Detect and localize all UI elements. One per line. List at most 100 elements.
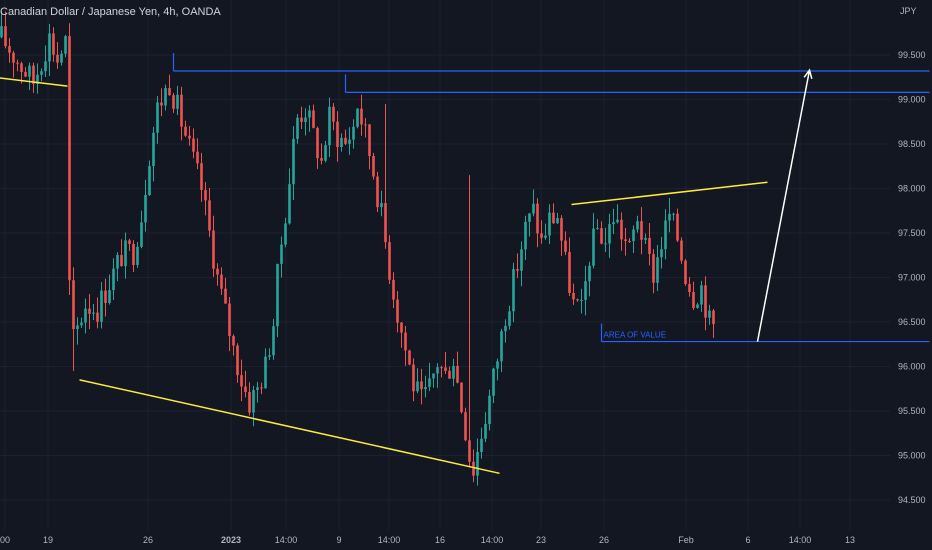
candle-body (400, 322, 403, 333)
candle-body (648, 237, 651, 254)
candle-body (256, 387, 259, 391)
candle-body (636, 221, 639, 230)
candle-body (220, 274, 223, 289)
candle-body (20, 63, 23, 72)
candle-body (492, 368, 495, 396)
candle-body (556, 218, 559, 224)
candle-body (360, 108, 363, 125)
candle-body (40, 71, 43, 75)
candle-body (340, 137, 343, 148)
trendline (0, 77, 68, 87)
candle-body (588, 265, 591, 282)
candle-body (324, 145, 327, 161)
candle-body (204, 189, 207, 201)
candle-body (260, 387, 263, 389)
candle-body (168, 88, 171, 96)
candle-body (420, 381, 423, 390)
candle-body (404, 332, 407, 351)
candle-body (548, 212, 551, 236)
candle-body (108, 290, 111, 303)
candle-body (544, 235, 547, 238)
candle-body (320, 158, 323, 161)
candle-body (84, 308, 87, 323)
y-tick-label: 97.000 (898, 273, 926, 283)
x-tick-label: 6 (745, 535, 750, 545)
candle-body (668, 213, 671, 221)
candle-body (672, 213, 675, 215)
candle-body (244, 386, 247, 392)
y-tick-label: 94.500 (898, 495, 926, 505)
x-tick-label: 9 (336, 535, 341, 545)
candle-body (336, 121, 339, 148)
candle-body (28, 65, 31, 77)
candle-body (444, 367, 447, 371)
candle-body (208, 200, 211, 231)
candle-body (564, 240, 567, 252)
candle-body (436, 367, 439, 374)
candle-body (616, 219, 619, 223)
currency-label: JPY (900, 6, 917, 16)
candle-body (188, 135, 191, 139)
candle-body (4, 26, 7, 47)
candle-body (88, 308, 91, 314)
candle-body (692, 291, 695, 308)
candle-body (300, 117, 303, 122)
candle-body (456, 365, 459, 383)
candle-body (100, 290, 103, 322)
candle-body (392, 279, 395, 300)
y-tick-label: 96.000 (898, 362, 926, 372)
candle-body (384, 203, 387, 243)
candle-body (148, 166, 151, 196)
candle-body (620, 219, 623, 240)
candle-body (412, 364, 415, 392)
candle-body (176, 94, 179, 109)
candle-body (640, 221, 643, 240)
candle-body (72, 280, 75, 330)
candle-body (500, 331, 503, 362)
candle-body (128, 240, 131, 244)
candle-body (80, 322, 83, 326)
candle-body (364, 124, 367, 126)
candle-body (16, 62, 19, 64)
candle-body (596, 228, 599, 230)
candle-body (196, 151, 199, 164)
candle-body (396, 299, 399, 323)
candle-body (272, 326, 275, 356)
y-tick-label: 95.000 (898, 451, 926, 461)
candle-body (428, 378, 431, 387)
candle-body (460, 382, 463, 413)
y-tick-label: 98.000 (898, 184, 926, 194)
candle-body (680, 240, 683, 261)
y-tick-label: 97.500 (898, 228, 926, 238)
candle-body (240, 375, 243, 387)
candle-body (576, 299, 579, 301)
candle-body (228, 303, 231, 337)
candle-body (600, 228, 603, 244)
candle-body (264, 356, 267, 389)
candle-body (664, 220, 667, 250)
candle-body (488, 395, 491, 424)
candle-body (132, 243, 135, 265)
candle-body (464, 412, 467, 441)
candle-body (608, 224, 611, 244)
candle-body (652, 253, 655, 283)
candle-body (660, 249, 663, 258)
x-tick-label: 16 (435, 535, 445, 545)
candle-body (472, 461, 475, 476)
candle-body (236, 345, 239, 376)
candle-body (700, 285, 703, 305)
candle-body (332, 106, 335, 122)
candle-body (416, 381, 419, 392)
y-tick-label: 98.500 (898, 139, 926, 149)
candle-body (688, 283, 691, 292)
candle-body (676, 213, 679, 241)
candle-body (352, 126, 355, 140)
candle-body (508, 311, 511, 326)
candle-body (504, 325, 507, 332)
candle-body (36, 74, 39, 84)
candle-body (708, 310, 711, 318)
candle-body (512, 269, 515, 312)
symbol-title: Canadian Dollar / Japanese Yen, 4h, OAND… (0, 6, 221, 18)
candle-body (172, 95, 175, 109)
